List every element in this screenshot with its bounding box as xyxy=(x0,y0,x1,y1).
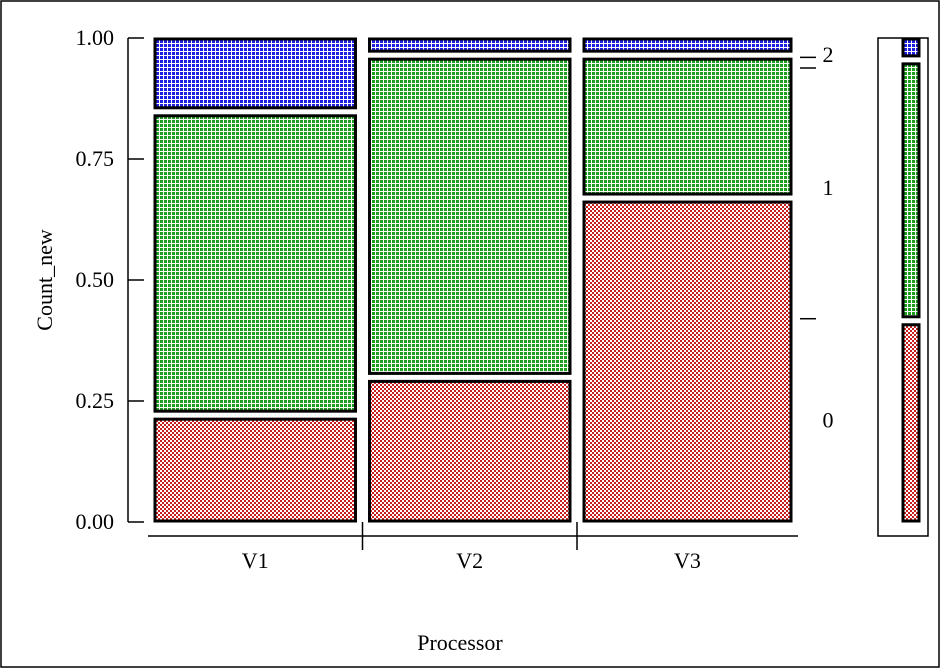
mosaic-tiles xyxy=(153,37,793,523)
x-tick-label: V1 xyxy=(242,548,269,573)
level-labels: 0 1 2 xyxy=(800,42,834,432)
marginal-bar xyxy=(877,37,929,537)
level-label: 0 xyxy=(823,407,834,432)
mosaic-tile xyxy=(153,114,357,413)
y-tick-label: 0.75 xyxy=(76,146,115,171)
mosaic-tile xyxy=(582,57,793,196)
y-tick-label: 0.50 xyxy=(76,267,115,292)
marginal-segment xyxy=(901,62,921,319)
mosaic-tile xyxy=(368,379,572,523)
mosaic-tile xyxy=(582,200,793,523)
mosaic-tile xyxy=(368,37,572,53)
mosaic-tile xyxy=(153,417,357,523)
y-axis: 0.00 0.25 0.50 0.75 1.00 xyxy=(76,25,144,534)
y-tick-label: 0.25 xyxy=(76,388,115,413)
level-label: 2 xyxy=(823,42,834,67)
y-axis-title: Count_new xyxy=(32,229,57,331)
marginal-segment xyxy=(901,37,921,58)
x-axis-title: Processor xyxy=(417,630,503,655)
x-tick-label: V3 xyxy=(674,548,701,573)
y-tick-label: 0.00 xyxy=(76,509,115,534)
mosaic-tile xyxy=(153,37,357,110)
level-label: 1 xyxy=(823,175,834,200)
x-tick-label: V2 xyxy=(456,548,483,573)
y-tick-label: 1.00 xyxy=(76,25,115,50)
mosaic-tile xyxy=(368,57,572,375)
x-axis: V1 V2 V3 xyxy=(148,522,798,573)
mosaic-tile xyxy=(582,37,793,53)
marginal-segment xyxy=(901,323,921,523)
